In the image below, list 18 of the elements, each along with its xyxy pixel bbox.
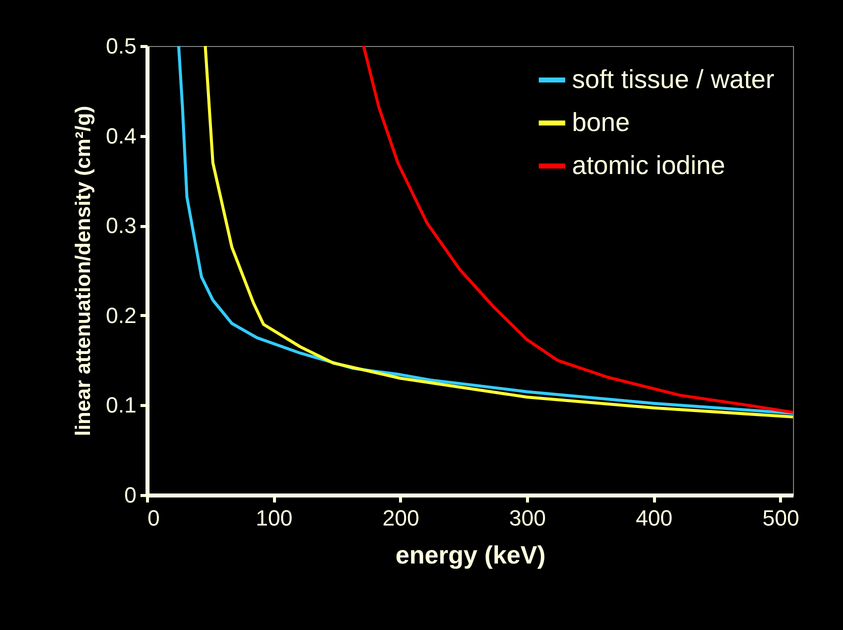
legend-label: soft tissue / water [572, 64, 775, 94]
x-tick-label: 100 [256, 506, 293, 530]
x-tick-label: 0 [148, 506, 160, 530]
y-tick-label: 0.2 [106, 302, 136, 328]
legend-label: bone [572, 107, 630, 137]
y-tick-label: 0.3 [106, 213, 136, 238]
y-axis-title: linear attenuation/density (cm²/g) [72, 106, 95, 436]
y-tick-label: 0 [124, 482, 136, 508]
x-tick-label: 500 [762, 506, 800, 530]
legend-label: atomic iodine [572, 150, 726, 180]
x-tick-label: 300 [509, 506, 546, 530]
x-tick-label: 200 [382, 506, 420, 530]
y-tick-label: 0.4 [106, 123, 136, 148]
line-series [362, 44, 794, 414]
x-axis-title: energy (keV) [395, 542, 546, 570]
x-tick-label: 400 [636, 506, 673, 530]
y-tick-label: 0.5 [106, 34, 136, 58]
y-tick-label: 0.1 [106, 392, 136, 418]
